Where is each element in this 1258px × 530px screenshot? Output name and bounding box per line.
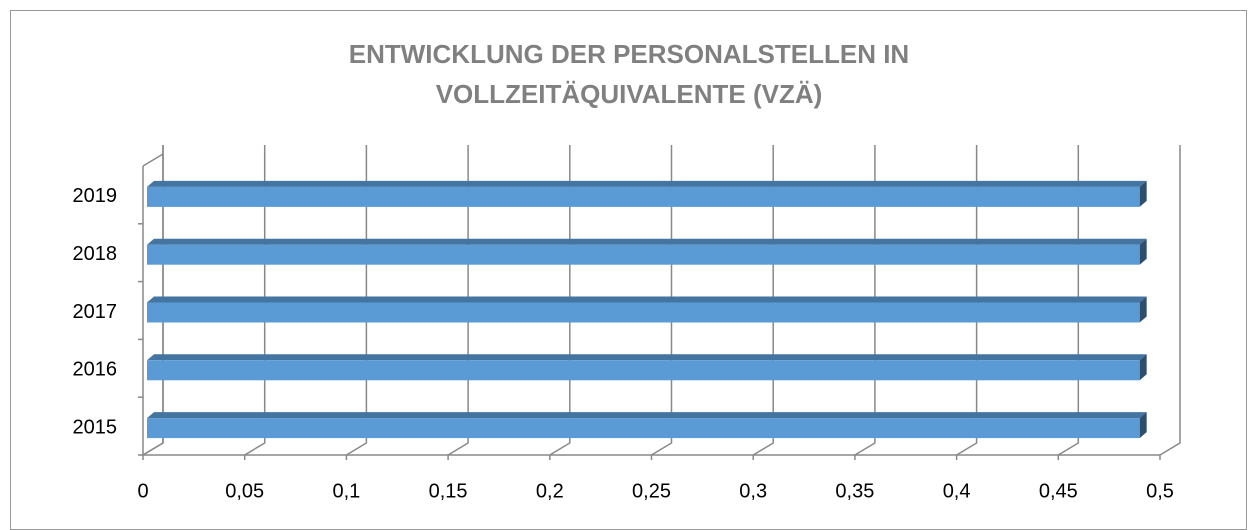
x-tick-label: 0,3	[739, 480, 767, 502]
x-tick-label: 0,4	[943, 480, 971, 502]
x-tick-label: 0,15	[429, 480, 468, 502]
bar	[147, 244, 1140, 265]
y-tick-label: 2015	[73, 416, 118, 438]
x-tick-label: 0,5	[1146, 480, 1174, 502]
bar-top	[147, 180, 1147, 187]
y-tick-label: 2019	[73, 185, 118, 207]
bar	[147, 186, 1140, 207]
title-area: ENTWICKLUNG DER PERSONALSTELLEN IN VOLLZ…	[0, 34, 1258, 114]
bar-side	[1139, 180, 1147, 207]
bar-side	[1139, 354, 1147, 381]
y-tick-label: 2018	[73, 243, 118, 265]
bar	[147, 418, 1140, 439]
x-tick-label: 0,05	[225, 480, 264, 502]
chart: 0 0,05 0,1 0,15 0,2 0,25 0,3 0,35 0,4 0,45 0,5 2015…	[73, 145, 1181, 502]
bar-top	[147, 238, 1147, 245]
bar-top	[147, 354, 1147, 361]
grid-line	[1159, 145, 1181, 456]
y-tick-label: 2016	[73, 359, 118, 381]
left-axis-top	[142, 153, 164, 167]
bar-side	[1139, 238, 1147, 265]
x-tick-label: 0,45	[1039, 480, 1078, 502]
y-tick-label: 2017	[73, 301, 118, 323]
x-tick-label: 0,35	[835, 480, 874, 502]
bar-top	[147, 296, 1147, 303]
chart-title: ENTWICKLUNG DER PERSONALSTELLEN IN VOLLZ…	[348, 39, 910, 109]
bar-side	[1139, 296, 1147, 323]
bar-top	[147, 412, 1147, 419]
x-tick-label: 0	[137, 480, 148, 502]
bar-side	[1139, 412, 1147, 439]
bar	[147, 302, 1140, 323]
bar	[147, 360, 1140, 381]
x-tick-label: 0,2	[536, 480, 564, 502]
x-tick-label: 0,25	[632, 480, 671, 502]
x-tick-label: 0,1	[332, 480, 360, 502]
